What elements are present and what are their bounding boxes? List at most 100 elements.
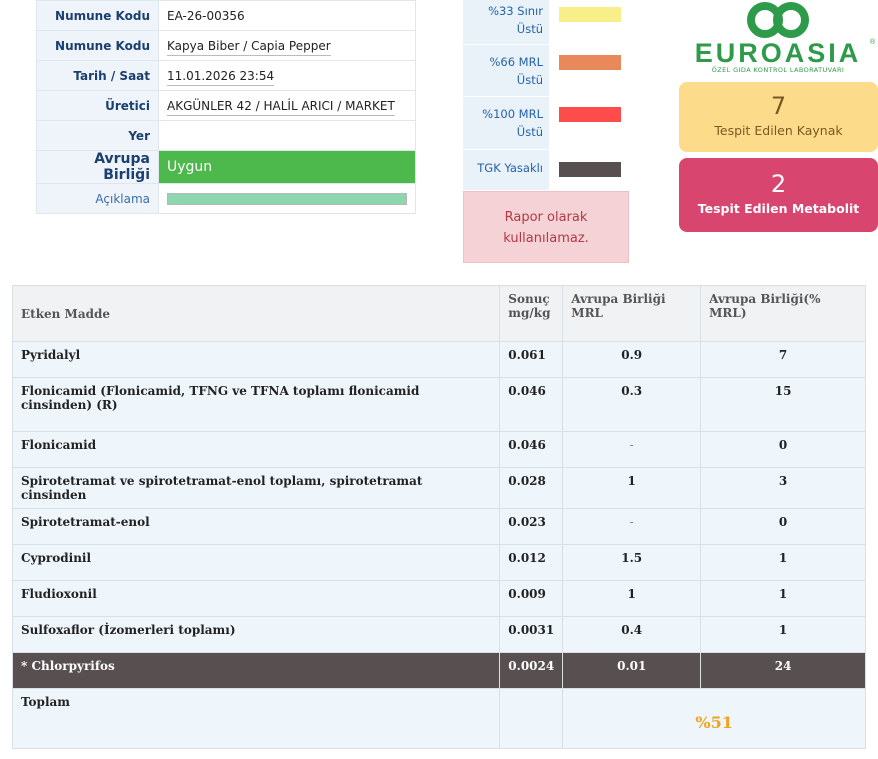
report-warning: Rapor olarak kullanılamaz. [463, 191, 629, 263]
legend-label: %100 MRL Üstü [463, 97, 549, 149]
legend-item-33: %33 Sınır Üstü [463, 0, 629, 45]
detected-metabolites-label: Tespit Edilen Metabolit [697, 201, 860, 216]
col-header-eu-mrl: Avrupa Birliği MRL [562, 285, 702, 342]
info-row: Üretici AKGÜNLER 42 / HALİL ARICI / MARK… [36, 90, 416, 121]
col-header-eu-pct: Avrupa Birliği(% MRL) [700, 285, 866, 342]
result-cell: 0.009 [499, 580, 564, 617]
table-row: Spirotetramat-enol 0.023-0 [11, 508, 866, 545]
logo-registered: ® [870, 38, 876, 46]
total-value: %51 [562, 688, 866, 749]
table-row: Cyprodinil 0.012 1.5 1 [11, 544, 866, 581]
detected-sources-count: 7 [770, 92, 787, 120]
eu-label: Avrupa Birliği [36, 150, 159, 184]
product-value: Kapya Biber / Capia Pepper [167, 38, 331, 56]
table-row: Flonicamid (Flonicamid, TFNG ve TFNA top… [11, 377, 866, 432]
mrl-percent-cell: 1 [700, 580, 866, 617]
table-row: * Chlorpyrifos 0.0024 0.01 24 [11, 652, 866, 689]
location-value [158, 120, 416, 151]
result-cell: 0.023 [499, 508, 564, 545]
col-header-substance: Etken Madde [11, 285, 501, 342]
mrl-cell: 0.01 [562, 652, 702, 689]
description-label: Açıklama [36, 183, 159, 214]
table-row: Sulfoxaflor (İzomerleri toplamı) 0.0031 0.… [11, 616, 866, 653]
substance-cell: Flonicamid (Flonicamid, TFNG ve TFNA top… [11, 377, 501, 432]
mrl-percent-cell: 1 [700, 616, 866, 653]
substance-cell: Fludioxonil [11, 580, 501, 617]
producer-value: AKGÜNLER 42 / HALİL ARICI / MARKET [167, 98, 395, 116]
eu-status-row: Avrupa Birliği Uygun [36, 150, 416, 184]
total-row: Toplam %51 [11, 688, 866, 749]
result-cell: 0.0031 [499, 616, 564, 653]
legend-swatch [559, 162, 621, 177]
mrl-percent-cell: 15 [700, 377, 866, 432]
legend-item-66: %66 MRL Üstü [463, 45, 629, 97]
detected-metabolites-card: 2 Tespit Edilen Metabolit [679, 158, 878, 232]
datetime-label: Tarih / Saat [36, 60, 159, 91]
legend-label: %33 Sınır Üstü [463, 0, 549, 44]
product-label: Numune Kodu [36, 30, 159, 61]
mrl-cell: 0.9 [562, 341, 702, 378]
mrl-cell: - [562, 508, 702, 545]
description-row: Açıklama [36, 183, 416, 214]
mrl-percent-cell: 3 [700, 467, 866, 509]
mrl-percent-cell: 24 [700, 652, 866, 689]
result-cell: 0.046 [499, 431, 564, 468]
info-row: Tarih / Saat 11.01.2026 23:54 [36, 60, 416, 91]
info-row: Numune Kodu EA-26-00356 [36, 0, 416, 31]
producer-label: Üretici [36, 90, 159, 121]
detected-sources-card: 7 Tespit Edilen Kaynak [679, 82, 878, 152]
mrl-cell: 1.5 [562, 544, 702, 581]
substance-cell: Sulfoxaflor (İzomerleri toplamı) [11, 616, 501, 653]
mrl-cell: 1 [562, 580, 702, 617]
description-bar [167, 192, 407, 205]
datetime-value: 11.01.2026 23:54 [167, 68, 275, 86]
mrl-percent-cell: 1 [700, 544, 866, 581]
substance-cell: Spirotetramat-enol [11, 508, 501, 545]
table-row: Spirotetramat ve spirotetramat-enol topl… [11, 467, 866, 509]
result-cell: 0.012 [499, 544, 564, 581]
total-label: Toplam [11, 688, 501, 749]
result-cell: 0.061 [499, 341, 564, 378]
substance-cell: Flonicamid [11, 431, 501, 468]
mrl-cell: - [562, 431, 702, 468]
sample-info-table: Numune Kodu EA-26-00356 Numune Kodu Kapy… [36, 0, 416, 214]
mrl-cell: 1 [562, 467, 702, 509]
legend-swatch [559, 107, 621, 122]
eu-status-value: Uygun [158, 150, 416, 184]
mrl-cell: 0.4 [562, 616, 702, 653]
info-row: Yer [36, 120, 416, 151]
sample-code-value: EA-26-00356 [158, 0, 416, 31]
table-row: Flonicamid 0.046-0 [11, 431, 866, 468]
table-row: Fludioxonil 0.009 1 1 [11, 580, 866, 617]
legend-item-100: %100 MRL Üstü [463, 97, 629, 150]
result-cell: 0.028 [499, 467, 564, 509]
legend-label: %66 MRL Üstü [463, 45, 549, 96]
substance-cell: * Chlorpyrifos [11, 652, 501, 689]
total-empty-cell [499, 688, 564, 749]
table-row: Pyridalyl 0.061 0.9 7 [11, 341, 866, 378]
mrl-cell: 0.3 [562, 377, 702, 432]
mrl-percent-cell: 0 [700, 508, 866, 545]
location-label: Yer [36, 120, 159, 151]
logo-subtitle: ÖZEL GIDA KONTROL LABORATUVARI [711, 66, 845, 74]
substance-cell: Spirotetramat ve spirotetramat-enol topl… [11, 467, 501, 509]
euroasia-logo: EUROASIA ® [695, 2, 876, 68]
mrl-percent-cell: 0 [700, 431, 866, 468]
detected-sources-label: Tespit Edilen Kaynak [714, 123, 843, 138]
logo-wordmark: EUROASIA [695, 38, 862, 68]
info-row: Numune Kodu Kapya Biber / Capia Pepper [36, 30, 416, 61]
legend-item-tgk: TGK Yasaklı [463, 150, 629, 191]
col-header-result: Sonuç mg/kg [499, 285, 564, 342]
legend-swatch [559, 7, 621, 22]
result-cell: 0.046 [499, 377, 564, 432]
legend-swatch [559, 55, 621, 70]
substance-cell: Cyprodinil [11, 544, 501, 581]
legend: %33 Sınır Üstü %66 MRL Üstü %100 MRL Üst… [463, 0, 629, 263]
logo-loop-right [773, 2, 809, 38]
detected-metabolites-count: 2 [770, 170, 787, 198]
legend-label: TGK Yasaklı [463, 150, 549, 190]
result-cell: 0.0024 [499, 652, 564, 689]
results-table: Etken Madde Sonuç mg/kg Avrupa Birliği M… [11, 285, 866, 749]
substance-cell: Pyridalyl [11, 341, 501, 378]
mrl-percent-cell: 7 [700, 341, 866, 378]
